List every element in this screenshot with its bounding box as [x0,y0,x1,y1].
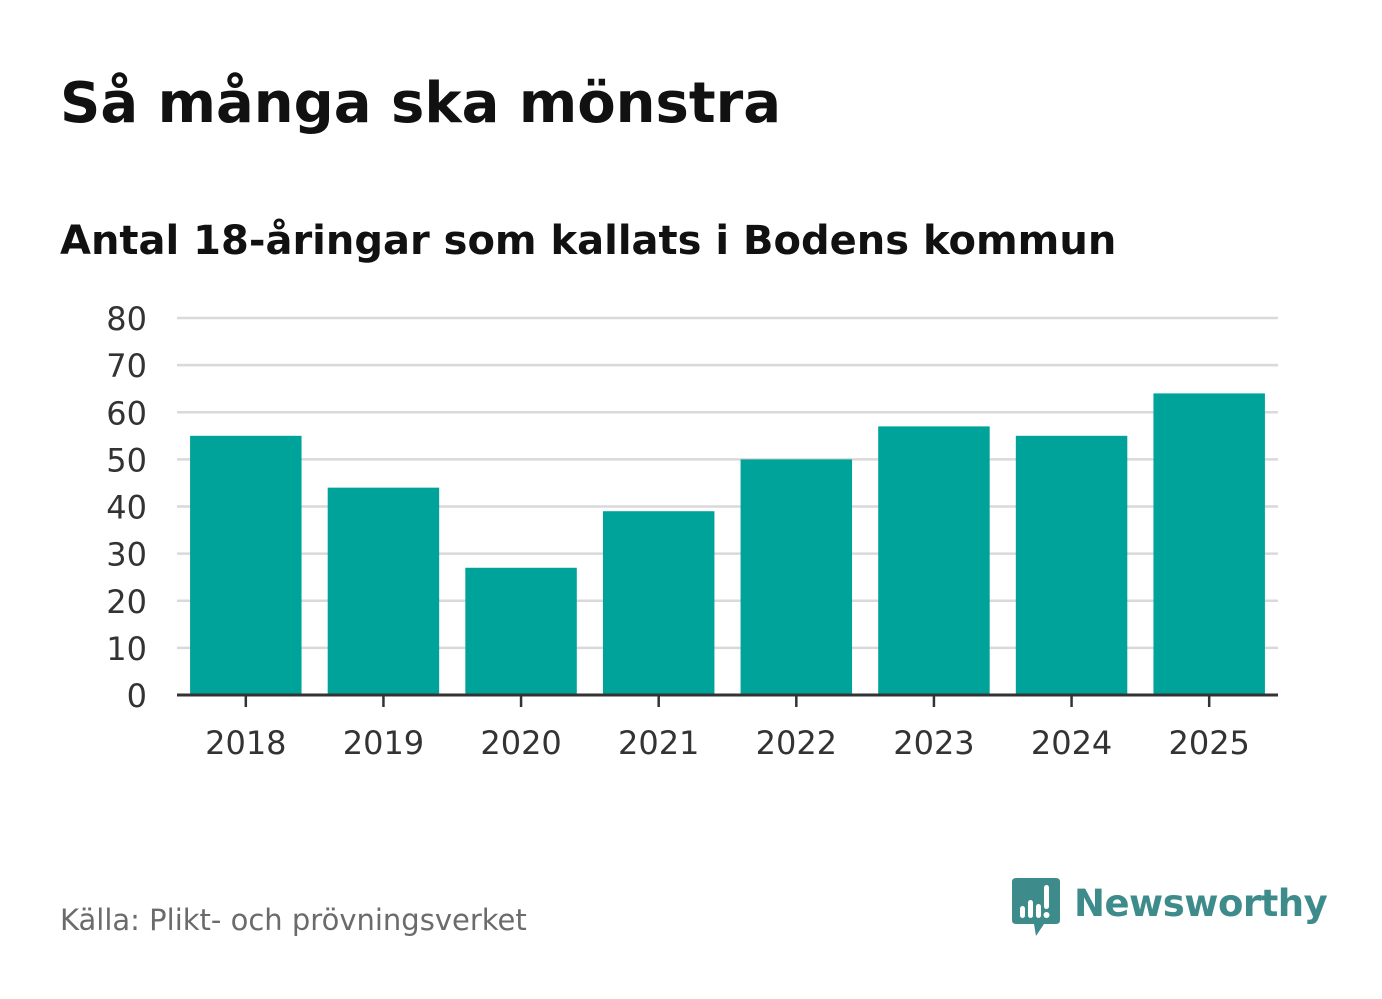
chart-title: Så många ska mönstra [60,71,782,136]
y-tick-label: 80 [106,300,147,338]
x-tick-label: 2025 [1168,724,1249,762]
bar-2025 [1153,393,1265,695]
bar-2023 [878,426,990,695]
y-tick-label: 10 [106,630,147,668]
y-tick-label: 70 [106,347,147,385]
x-tick-label: 2019 [343,724,424,762]
y-tick-label: 60 [106,394,147,432]
x-tick-label: 2023 [893,724,974,762]
x-tick-label: 2018 [205,724,286,762]
bar-2019 [327,487,440,695]
y-axis-tick-labels: 0 10 20 30 40 50 60 70 80 [106,300,147,715]
x-tick-label: 2024 [1031,724,1112,762]
x-tick-label: 2021 [618,724,699,762]
newsworthy-logo-icon [1010,876,1062,940]
x-tick-label: 2022 [756,724,837,762]
y-tick-label: 50 [106,441,147,479]
y-tick-label: 30 [106,536,147,574]
bar-2018 [190,435,302,695]
bar-2022 [740,459,853,695]
source-note: Källa: Plikt- och prövningsverket [60,903,527,937]
y-tick-label: 40 [106,489,147,527]
bars [190,393,1265,695]
y-tick-label: 0 [127,677,147,715]
chart-subtitle: Antal 18-åringar som kallats i Bodens ko… [60,218,1117,264]
x-tick-label: 2020 [480,724,561,762]
y-tick-label: 20 [106,583,147,621]
brand-name: Newsworthy [1074,882,1328,925]
x-axis-tick-labels: 2018 2019 2020 2021 2022 2023 2024 2025 [205,724,1250,762]
bar-2020 [465,567,577,695]
x-axis [177,693,1278,707]
bar-2024 [1015,435,1128,695]
bar-2021 [602,511,715,695]
brand-logo: Newsworthy [1010,876,1328,942]
